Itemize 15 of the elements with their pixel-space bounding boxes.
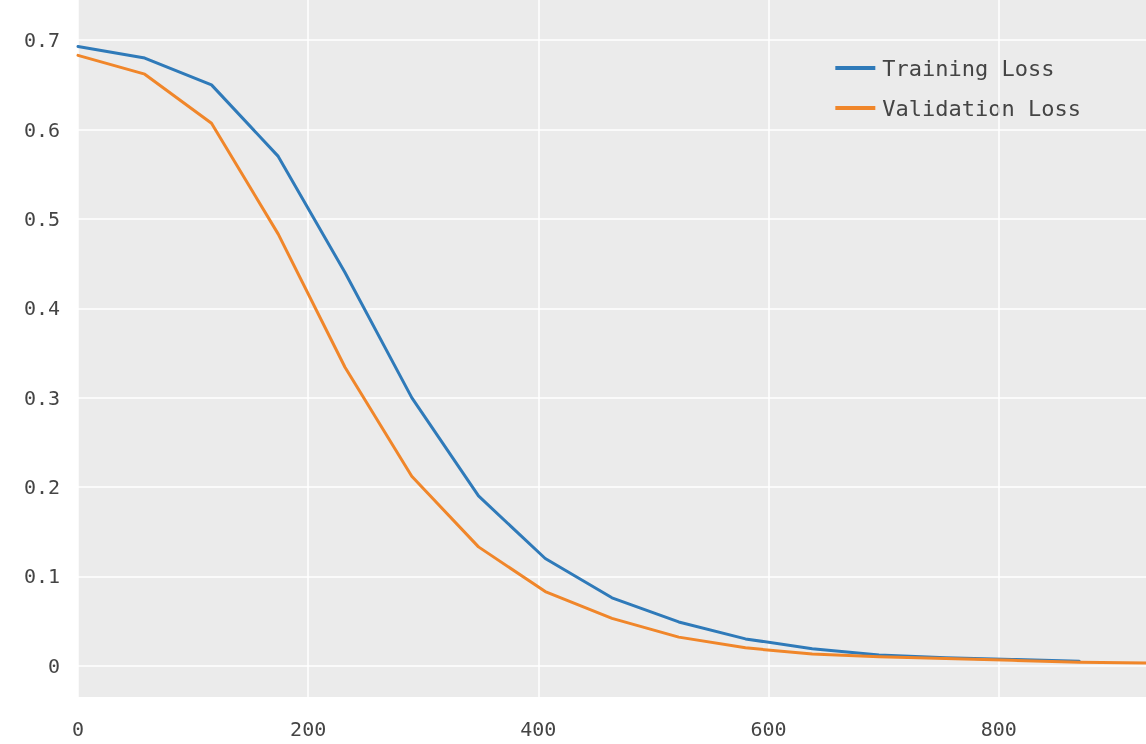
x-tick-label: 400 bbox=[520, 717, 557, 741]
x-tick-label: 0 bbox=[71, 717, 85, 741]
y-tick-label: 0.1 bbox=[23, 564, 60, 589]
y-tick-label: 0.6 bbox=[23, 117, 60, 142]
x-tick-label: 800 bbox=[980, 717, 1017, 741]
y-tick-label: 0.2 bbox=[23, 475, 60, 500]
y-tick-label: 0.7 bbox=[23, 28, 60, 53]
y-tick-label: 0 bbox=[47, 653, 60, 678]
legend-label: Validation Loss bbox=[882, 95, 1082, 121]
y-tick-label: 0.3 bbox=[23, 385, 60, 410]
x-tick-label: 200 bbox=[290, 717, 327, 741]
x-tick-label: 600 bbox=[750, 717, 787, 741]
legend-label: Training Loss bbox=[882, 55, 1055, 81]
y-tick-label: 0.4 bbox=[23, 296, 60, 321]
y-tick-label: 0.5 bbox=[23, 206, 60, 231]
